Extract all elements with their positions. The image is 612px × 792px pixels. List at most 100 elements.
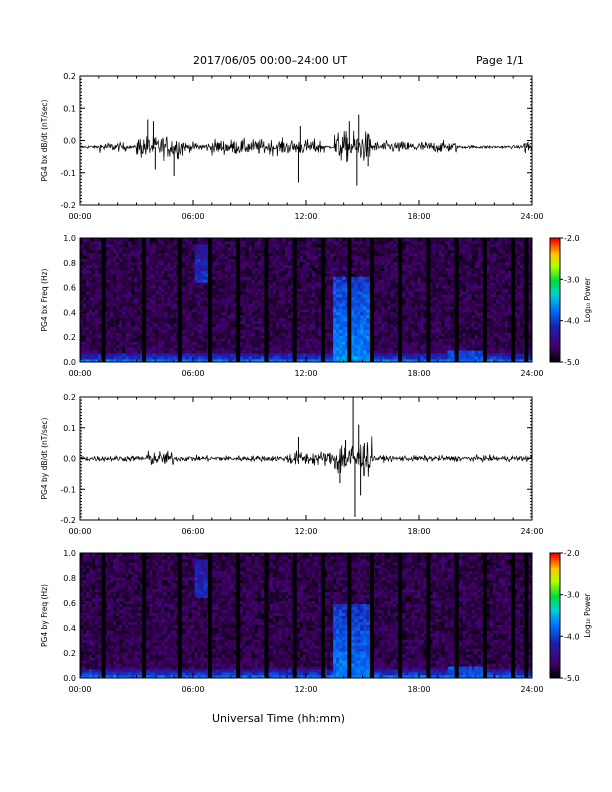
spectrogram-cell	[134, 320, 138, 325]
spectrogram-cell	[110, 240, 114, 245]
spectrogram-cell	[137, 249, 141, 254]
spectrogram-cell	[269, 302, 274, 307]
spectrogram-cell	[158, 249, 162, 254]
spectrogram-cell	[212, 279, 216, 283]
spectrogram-cell	[281, 258, 286, 263]
spectrogram-cell	[296, 240, 301, 245]
spectrogram-cell	[378, 246, 382, 251]
spectrogram-cell	[257, 356, 262, 360]
spectrogram-cell	[164, 302, 168, 307]
spectrogram-cell	[342, 335, 346, 339]
spectrogram-cell	[278, 249, 283, 254]
spectrogram-cell	[257, 252, 262, 257]
spectrogram-cell	[80, 311, 84, 316]
spectrogram-cell	[227, 255, 232, 260]
spectrogram-cell	[315, 246, 319, 251]
spectrogram-cell	[161, 279, 165, 283]
spectrogram-cell	[134, 240, 138, 245]
spectrogram-cell	[269, 356, 274, 360]
spectrogram-cell	[302, 252, 307, 257]
spectrogram-cell	[191, 282, 195, 286]
spectrogram-cell	[287, 252, 292, 257]
spectrogram-cell	[185, 276, 189, 280]
spectrogram-cell	[164, 270, 168, 274]
spectrogram-cell	[221, 326, 226, 330]
spectrogram-cell	[257, 273, 262, 277]
spectrogram-cell	[387, 311, 391, 316]
spectrogram-cell	[269, 335, 274, 339]
spectrogram-cell	[221, 329, 226, 333]
spectrogram-cell	[227, 359, 232, 363]
spectrogram-cell	[408, 261, 412, 265]
spectrogram-cell	[269, 294, 274, 298]
spectrogram-cell	[405, 279, 409, 283]
spectrogram-cell	[384, 332, 388, 336]
spectrogram-cell	[375, 243, 379, 248]
spectrogram-cell	[92, 314, 96, 319]
spectrogram-cell	[203, 258, 207, 263]
spectrogram-cell	[137, 300, 141, 304]
spectrogram-cell	[336, 314, 340, 319]
spectrogram-cell	[215, 344, 220, 348]
spectrogram-cell	[146, 276, 150, 280]
spectrogram-cell	[272, 323, 277, 327]
spectrogram-cell	[275, 356, 280, 360]
spectrogram-cell	[251, 294, 256, 298]
spectrogram-cell	[254, 353, 259, 357]
spectrogram-cell	[197, 317, 201, 322]
spectrogram-cell	[417, 302, 421, 307]
spectrogram-cell	[224, 252, 229, 257]
spectrogram-cell	[393, 302, 397, 307]
spectrogram-cell	[272, 240, 277, 245]
spectrogram-cell	[408, 279, 412, 283]
spectrogram-cell	[251, 308, 256, 313]
spectrogram-cell	[224, 353, 229, 357]
spectrogram-cell	[221, 291, 226, 295]
spectrogram-cell	[414, 347, 418, 351]
spectrogram-cell	[95, 238, 99, 242]
spectrogram-cell	[251, 282, 256, 286]
spectrogram-cell	[128, 323, 132, 327]
spectrogram-cell	[281, 311, 286, 316]
spectrogram-cell	[134, 356, 138, 360]
spectrogram-cell	[173, 341, 177, 345]
spectrogram-cell	[384, 320, 388, 325]
spectrogram-cell	[89, 326, 93, 330]
spectrogram-cell	[80, 238, 84, 242]
spectrogram-cell	[290, 305, 295, 310]
spectrogram-cell	[254, 311, 259, 316]
spectrogram-cell	[131, 270, 135, 274]
spectrogram-cell	[420, 252, 424, 257]
spectrogram-cell	[113, 314, 117, 319]
spectrogram-cell	[372, 255, 376, 260]
spectrogram-cell	[161, 344, 165, 348]
spectrogram-cell	[194, 276, 198, 280]
spectrogram-cell	[104, 300, 108, 304]
spectrogram-cell	[149, 258, 153, 263]
spectrogram-cell	[260, 300, 265, 304]
spectrogram-cell	[411, 344, 415, 348]
spectrogram-cell	[381, 311, 385, 316]
spectrogram-cell	[254, 317, 259, 322]
spectrogram-cell	[242, 288, 247, 292]
spectrogram-cell	[188, 243, 192, 248]
spectrogram-cell	[402, 353, 406, 357]
spectrogram-cell	[161, 311, 165, 316]
spectrogram-cell	[185, 300, 189, 304]
spectrogram-cell	[188, 270, 192, 274]
spectrogram-cell	[95, 297, 99, 301]
spectrogram-cell	[122, 338, 126, 342]
spectrogram-cell	[158, 300, 162, 304]
spectrogram-cell	[306, 240, 310, 245]
spectrogram-cell	[260, 341, 265, 345]
spectrogram-cell	[221, 308, 226, 313]
spectrogram-cell	[191, 302, 195, 307]
spectrogram-cell	[104, 249, 108, 254]
spectrogram-cell	[402, 329, 406, 333]
spectrogram-cell	[131, 240, 135, 245]
spectrogram-cell	[393, 323, 397, 327]
spectrogram-cell	[152, 249, 156, 254]
spectrogram-cell	[92, 338, 96, 342]
spectrogram-cell	[164, 314, 168, 319]
spectrogram-cell	[218, 311, 223, 316]
